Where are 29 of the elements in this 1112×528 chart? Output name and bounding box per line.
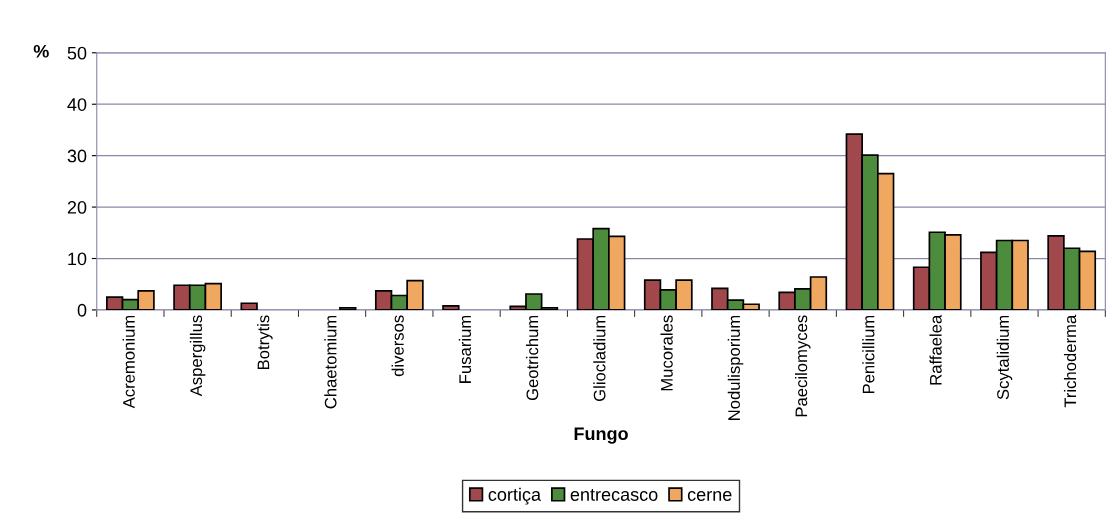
legend-label: entrecasco <box>570 489 658 501</box>
y-tick-label: 10 <box>68 252 87 266</box>
x-axis-title: Fungo <box>574 427 628 444</box>
x-tick-label: Raffaelea <box>929 314 942 385</box>
y-tick-label: 30 <box>67 149 87 163</box>
bar <box>240 302 258 310</box>
y-tick-label: 0 <box>77 303 87 317</box>
legend-label: cortiça <box>488 487 542 505</box>
x-tick-label: Trichoderma <box>1063 314 1077 408</box>
x-tick-label: Mucorales <box>660 315 673 391</box>
x-tick-label: Chaetomium <box>324 315 337 409</box>
y-tick-label: 40 <box>67 98 87 111</box>
x-tick-label: diversos <box>391 315 404 377</box>
x-tick-label: Geotrichum <box>526 315 539 401</box>
x-tick-label: Paecilomyces <box>794 315 811 417</box>
x-tick-label: Gliocladium <box>593 315 606 402</box>
bar <box>339 307 357 310</box>
x-tick-label: Acremonium <box>122 315 135 409</box>
bar <box>442 304 460 310</box>
x-tick-label: Fusarium <box>458 315 472 383</box>
y-tick-label: 20 <box>67 201 87 214</box>
y-tick-label: 50 <box>67 46 87 60</box>
x-tick-label: Botrytis <box>257 315 273 369</box>
legend-label: cerne <box>687 491 732 501</box>
x-tick-label: Aspergillus <box>189 315 206 397</box>
x-tick-label: Scytalidium <box>996 315 1013 400</box>
x-tick-label: Penicillium <box>862 315 875 394</box>
x-tick-label: Nodulisporium <box>727 315 744 420</box>
y-axis-title: % <box>33 44 49 58</box>
